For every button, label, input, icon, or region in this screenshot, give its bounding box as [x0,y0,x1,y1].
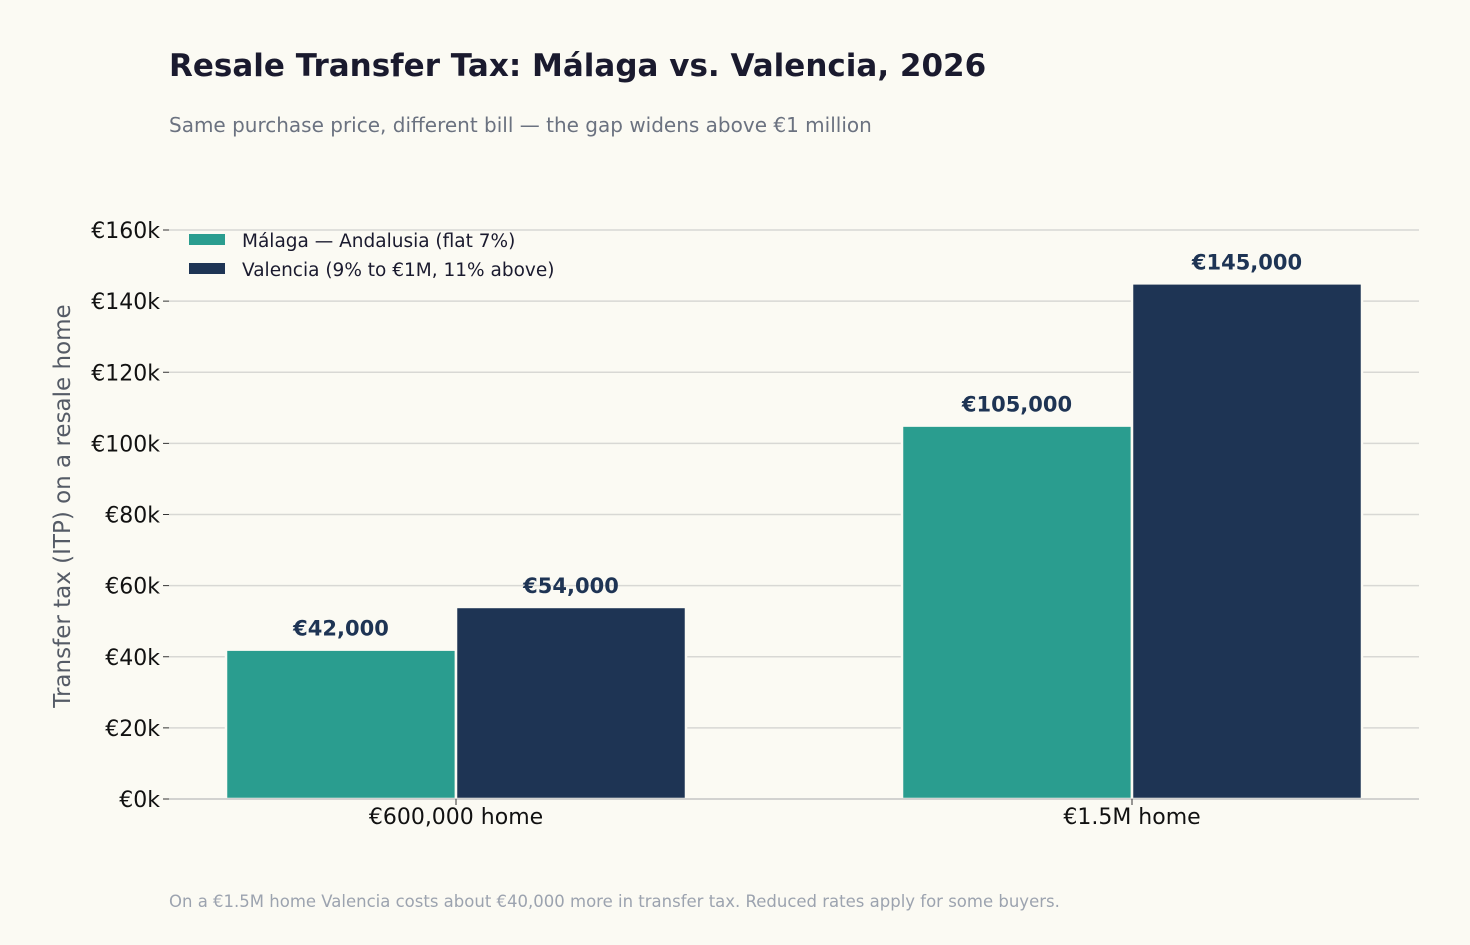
bar-valencia [1130,282,1364,801]
legend-swatch-valencia [189,263,225,274]
x-tick-label: €600,000 home [369,805,543,830]
y-tick-label: €120k [91,361,160,386]
legend: Málaga — Andalusia (flat 7%) Valencia (9%… [189,231,554,281]
x-axis-ticks: €600,000 home €1.5M home [369,799,1201,830]
bar-value-label: €42,000 [292,617,389,641]
y-tick-label: €60k [105,575,160,600]
legend-label-malaga: Málaga — Andalusia (flat 7%) [242,231,515,252]
bar-malaga [900,424,1134,801]
bar-malaga [224,648,458,801]
y-axis-ticks: €0k €20k €40k €60k €80k €100k €120k €140k €160k [91,219,169,813]
bar-value-label: €54,000 [522,574,619,598]
y-tick-label: €80k [105,504,160,529]
y-tick-label: €140k [91,290,160,315]
y-axis-label: Transfer tax (ITP) on a resale home [50,304,76,708]
x-tick-label: €1.5M home [1063,805,1200,830]
y-tick-label: €100k [91,432,160,457]
y-tick-label: €40k [105,646,160,671]
y-tick-label: €160k [91,219,160,244]
data-labels: €42,000 €54,000 €105,000 €145,000 [292,250,1302,640]
bar-valencia [454,605,688,801]
bars [224,282,1364,801]
footnote: On a €1.5M home Valencia costs about €40… [169,892,1060,911]
y-tick-label: €20k [105,717,160,742]
y-tick-label: €0k [119,788,160,813]
legend-swatch-malaga [189,234,225,245]
legend-label-valencia: Valencia (9% to €1M, 11% above) [242,260,554,281]
chart-title: Resale Transfer Tax: Málaga vs. Valencia… [169,48,986,84]
bar-value-label: €105,000 [961,393,1072,417]
bar-value-label: €145,000 [1191,250,1302,274]
chart-subtitle: Same purchase price, different bill — th… [169,113,872,137]
